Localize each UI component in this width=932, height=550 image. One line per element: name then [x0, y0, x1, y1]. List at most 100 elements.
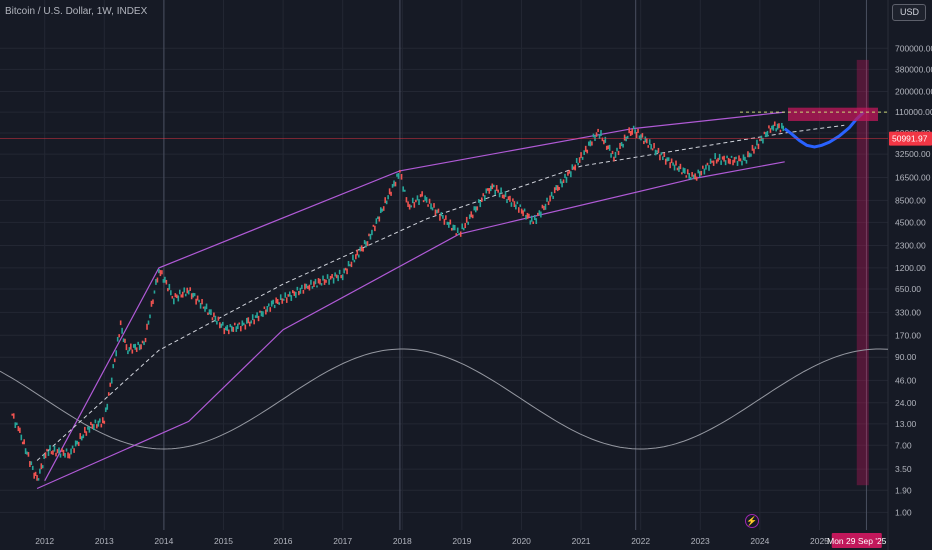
price-candle	[36, 475, 38, 481]
price-candle	[365, 241, 367, 248]
price-candle	[637, 128, 639, 133]
price-candle	[482, 193, 485, 197]
price-candle	[763, 131, 766, 135]
price-candle	[263, 306, 266, 309]
currency-button[interactable]: USD	[892, 4, 926, 21]
price-candle	[181, 291, 184, 298]
price-candle	[495, 185, 498, 191]
price-candle	[381, 208, 384, 212]
price-candle	[284, 292, 287, 298]
price-candle	[158, 269, 160, 274]
price-candle	[741, 160, 743, 166]
y-tick-label: 3.50	[895, 464, 912, 474]
price-candle	[109, 382, 112, 387]
price-candle	[416, 195, 419, 201]
price-candle	[34, 471, 37, 476]
price-candle	[473, 206, 476, 211]
price-candle	[717, 157, 719, 162]
price-candle	[453, 224, 456, 231]
y-tick-label: 90.00	[895, 352, 917, 362]
price-candle	[357, 254, 360, 258]
x-tick-label: 2018	[393, 536, 412, 546]
price-candle	[141, 340, 144, 344]
price-candle	[580, 152, 582, 158]
price-candle	[491, 183, 494, 190]
x-tick-label: 2025	[810, 536, 829, 546]
price-candle	[26, 451, 28, 455]
price-candle	[724, 160, 727, 166]
price-candle	[474, 206, 477, 213]
price-candle	[727, 157, 730, 164]
price-candle	[47, 450, 50, 456]
y-tick-label: 330.00	[895, 307, 921, 317]
price-candle	[176, 294, 178, 299]
price-candle	[467, 221, 470, 225]
price-candle	[270, 300, 273, 307]
price-candle	[498, 192, 501, 198]
price-candle	[153, 290, 156, 294]
price-candle	[316, 285, 318, 288]
price-candle	[195, 298, 197, 305]
price-candle	[150, 300, 153, 307]
price-candle	[359, 246, 362, 252]
price-candle	[360, 245, 363, 252]
price-candle	[308, 284, 311, 291]
price-candle	[509, 195, 511, 202]
price-candle	[229, 324, 232, 328]
price-candle	[237, 323, 239, 330]
price-candle	[425, 197, 428, 203]
price-candle	[227, 329, 230, 335]
price-candle	[669, 162, 671, 169]
price-candle	[186, 287, 189, 294]
price-candle	[37, 478, 40, 481]
price-candle	[287, 294, 290, 297]
price-candle	[516, 201, 519, 205]
price-candle	[396, 173, 398, 177]
price-candle	[132, 344, 135, 348]
price-candle	[456, 227, 459, 233]
price-candle	[672, 162, 674, 166]
price-candle	[489, 185, 492, 192]
price-candle	[41, 465, 44, 469]
price-candle	[281, 298, 284, 304]
price-candle	[436, 209, 438, 214]
price-candle	[721, 156, 724, 160]
price-candle	[76, 440, 78, 445]
price-candle	[275, 297, 277, 304]
price-candle	[119, 320, 122, 326]
price-candle	[130, 343, 132, 350]
price-candle	[546, 197, 548, 202]
price-candle	[340, 274, 342, 279]
price-candle	[346, 268, 348, 275]
price-candle	[614, 151, 617, 158]
price-candle	[100, 423, 103, 428]
lightning-icon[interactable]: ⚡	[745, 514, 759, 528]
price-candle	[262, 311, 264, 317]
price-candle	[526, 212, 529, 219]
price-candle	[616, 147, 618, 152]
price-candle	[260, 310, 263, 317]
price-candle	[623, 134, 626, 141]
price-candle	[691, 172, 693, 177]
price-candle	[67, 452, 69, 459]
price-candle	[631, 128, 634, 135]
price-candle	[298, 291, 300, 296]
price-candle	[33, 472, 35, 479]
price-candle	[103, 420, 106, 424]
price-candle	[115, 350, 117, 357]
price-candle	[446, 221, 449, 225]
price-candle	[253, 319, 255, 325]
price-candle	[87, 426, 89, 430]
price-candle	[384, 197, 386, 204]
price-candle	[541, 204, 544, 209]
price-candle	[739, 158, 742, 162]
price-candle	[254, 315, 257, 318]
price-candle	[584, 145, 587, 152]
price-candle	[547, 201, 550, 206]
price-candle	[162, 279, 165, 283]
price-candle	[750, 153, 752, 157]
price-candle	[402, 186, 404, 192]
price-candle	[433, 203, 435, 208]
price-candle	[747, 151, 749, 158]
